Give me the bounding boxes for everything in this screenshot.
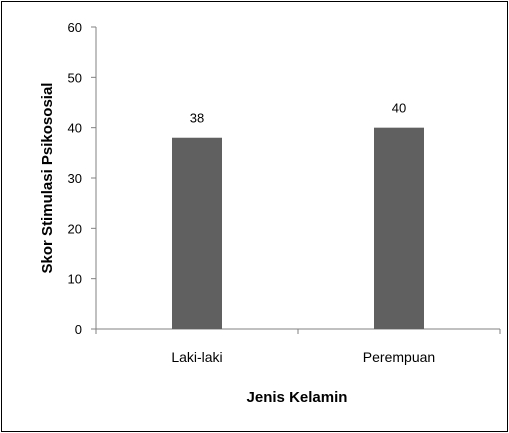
y-tick-label: 60 xyxy=(68,20,82,35)
y-tick-label: 0 xyxy=(75,322,82,337)
data-label: 40 xyxy=(392,101,406,116)
x-category-label: Perempuan xyxy=(363,349,435,365)
y-tick-label: 40 xyxy=(68,121,82,136)
labels: 0 10 20 30 40 50 60 38 Laki-laki 40 Perempuan xyxy=(68,20,436,365)
axes xyxy=(91,26,501,334)
bar xyxy=(374,127,424,330)
y-tick-label: 20 xyxy=(68,221,82,236)
bar xyxy=(172,137,222,329)
y-tick-label: 50 xyxy=(68,70,82,85)
x-axis-title: Jenis Kelamin xyxy=(247,389,348,406)
y-tick-label: 30 xyxy=(68,171,82,186)
data-label: 38 xyxy=(190,111,204,126)
bars xyxy=(172,127,424,330)
x-category-label: Laki-laki xyxy=(171,349,222,365)
y-tick-label: 10 xyxy=(68,272,82,287)
y-axis-title: Skor Stimulasi Psikososial xyxy=(39,83,56,274)
